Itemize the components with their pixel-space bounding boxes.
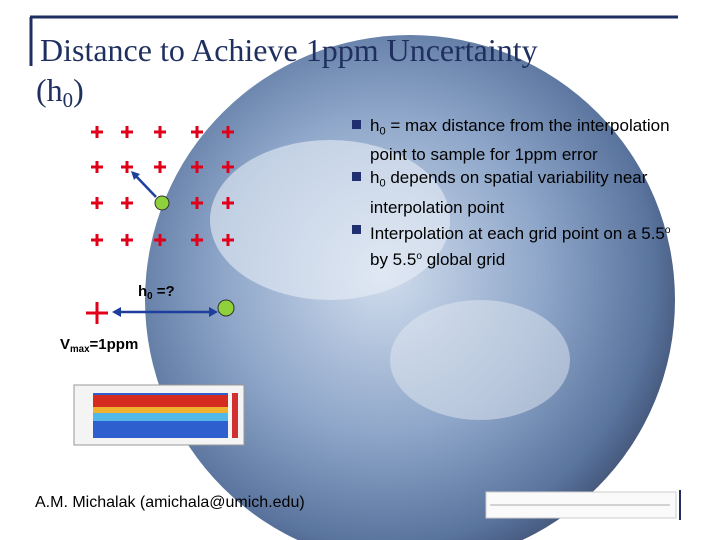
title-text: Distance to Achieve 1ppm Uncertainty (40, 32, 538, 68)
logo-thumbnail (485, 490, 681, 520)
title-text: (h (36, 72, 63, 108)
title-text: ) (73, 72, 84, 108)
interpolation-point (217, 299, 235, 317)
v-label: Vmax=1ppm (60, 336, 138, 355)
bullet: h0 depends on spatial variability near i… (352, 166, 682, 218)
bullet-text: Interpolation at each grid point on a 5.… (370, 223, 665, 243)
superscript: o (664, 224, 671, 236)
bullet: Interpolation at each grid point on a 5.… (352, 219, 682, 271)
label-text: V (60, 336, 71, 353)
title-subscript: 0 (62, 89, 74, 113)
footer: A.M. Michalak (amichala@umich.edu) (35, 494, 305, 511)
label-text: =? (152, 283, 175, 300)
subscript: 0 (379, 177, 386, 190)
superscript: o (416, 250, 422, 262)
bullet-text: depends on spatial variability near inte… (370, 168, 648, 217)
bullet-text: global grid (421, 249, 506, 269)
subscript: 0 (379, 125, 386, 138)
h-label: h0 =? (138, 283, 175, 302)
interpolation-point (154, 195, 170, 211)
bullet-text: = max distance from the interpolation po… (370, 116, 670, 165)
label-text: =1ppm (89, 336, 139, 353)
subscript: 0 (147, 290, 153, 302)
arrow (133, 173, 157, 198)
variability-map-thumbnail (73, 384, 245, 446)
grid-points (86, 126, 234, 324)
label-text: h (138, 283, 148, 300)
subscript: max (70, 343, 90, 355)
bullet: h0 = max distance from the interpolation… (352, 114, 682, 166)
bullet-text: by 5.5 (370, 249, 417, 269)
slide-title: Distance to Achieve 1ppm Uncertainty (h0… (36, 30, 538, 121)
bullet-text: h (370, 168, 380, 188)
bullet-text: h (370, 116, 380, 135)
bullet-list: h0 = max distance from the interpolation… (352, 114, 682, 271)
